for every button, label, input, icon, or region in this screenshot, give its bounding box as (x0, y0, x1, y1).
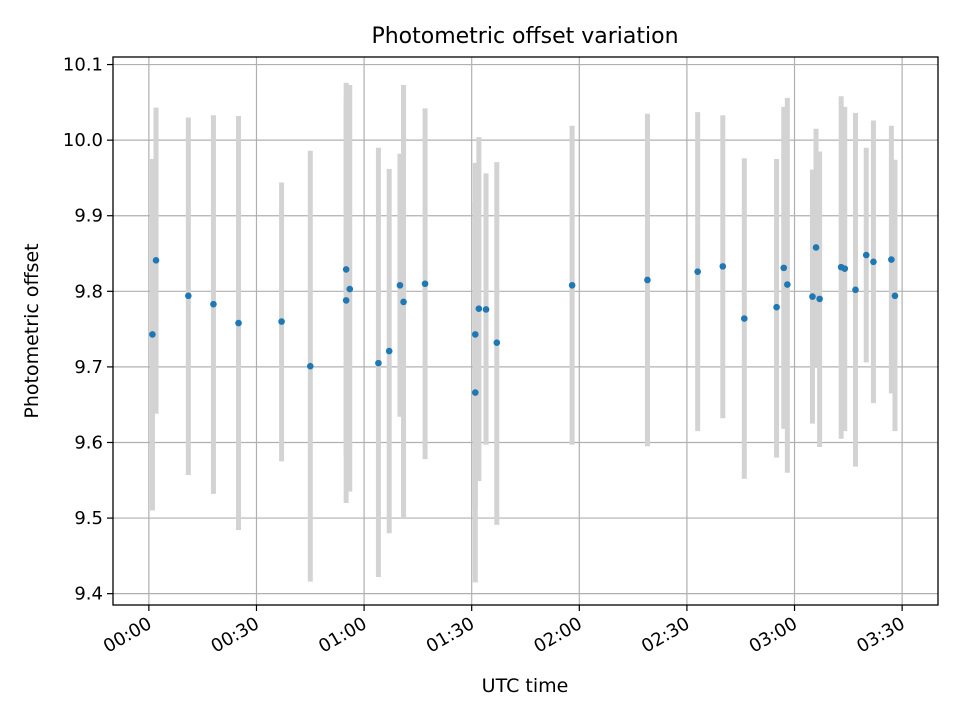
data-point (644, 276, 651, 284)
data-point (809, 293, 816, 300)
data-point (210, 300, 217, 308)
data-point (841, 265, 849, 272)
data-point (816, 295, 823, 303)
data-point (694, 268, 701, 275)
data-point (741, 315, 748, 322)
data-point (306, 362, 314, 370)
data-point (870, 258, 877, 266)
x-axis-label: UTC time (482, 675, 569, 697)
data-point (719, 263, 727, 270)
data-point (568, 281, 576, 289)
y-tick-label: 9.7 (74, 357, 103, 378)
data-point (149, 331, 156, 338)
data-point (780, 264, 788, 272)
data-point (482, 306, 490, 313)
data-point (152, 257, 160, 264)
y-tick-label: 9.5 (74, 508, 103, 529)
data-point (852, 286, 859, 294)
chart-title: Photometric offset variation (371, 24, 678, 49)
data-point (493, 339, 501, 347)
data-point (475, 305, 483, 313)
data-point (400, 298, 407, 306)
data-point (784, 281, 791, 288)
plot-frame (112, 56, 939, 606)
data-point (185, 292, 192, 300)
data-points (149, 244, 899, 396)
y-tick-label: 9.9 (74, 206, 103, 227)
data-point (278, 318, 285, 325)
y-axis-label: Photometric offset (21, 243, 43, 418)
data-point (421, 280, 429, 288)
data-point (862, 251, 870, 259)
data-point (342, 266, 350, 273)
y-tick-label: 10.1 (63, 55, 103, 76)
data-point (891, 292, 899, 300)
y-axis-ticks: 9.4 9.5 9.6 9.7 9.8 9.9 10.0 10.1 (63, 55, 113, 605)
data-point (235, 319, 242, 327)
data-point (773, 303, 780, 311)
y-tick-label: 10.0 (63, 130, 103, 151)
data-point (342, 297, 350, 304)
grid-lines (113, 57, 938, 605)
data-point (346, 285, 354, 293)
y-tick-label: 9.6 (74, 432, 103, 453)
data-point (471, 331, 479, 338)
y-tick-label: 9.4 (74, 584, 103, 605)
y-tick-label: 9.8 (74, 281, 103, 302)
data-point (385, 347, 393, 355)
data-point (888, 256, 895, 263)
data-point (812, 244, 820, 251)
data-point (471, 389, 479, 396)
data-point (396, 281, 404, 289)
data-point (375, 359, 382, 367)
